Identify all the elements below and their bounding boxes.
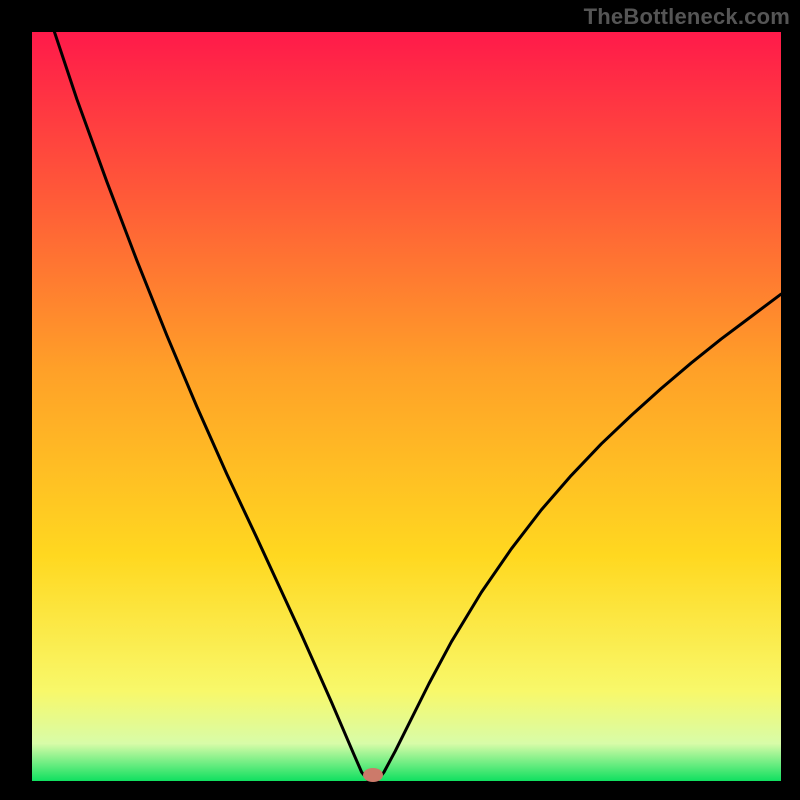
plot-area [32,32,781,781]
bottleneck-curve [54,32,781,781]
watermark-text: TheBottleneck.com [584,4,790,30]
optimal-marker [363,768,383,782]
chart-container: TheBottleneck.com [0,0,800,800]
curve-svg [32,32,781,781]
